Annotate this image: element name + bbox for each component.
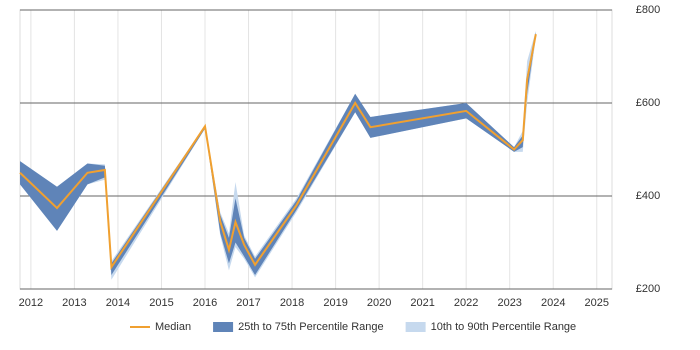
x-tick-label: 2013 bbox=[62, 297, 86, 309]
x-tick-label: 2023 bbox=[497, 297, 521, 309]
legend-swatch bbox=[405, 322, 426, 332]
y-tick-label: £600 bbox=[636, 97, 660, 109]
legend-swatch bbox=[213, 322, 234, 332]
legend-label: Median bbox=[155, 321, 191, 333]
x-tick-label: 2015 bbox=[149, 297, 173, 309]
legend-label: 10th to 90th Percentile Range bbox=[431, 321, 577, 333]
y-tick-label: £800 bbox=[636, 4, 660, 16]
x-tick-label: 2020 bbox=[367, 297, 391, 309]
x-tick-label: 2012 bbox=[19, 297, 43, 309]
x-tick-label: 2016 bbox=[193, 297, 217, 309]
legend-label: 25th to 75th Percentile Range bbox=[238, 321, 384, 333]
x-tick-label: 2017 bbox=[236, 297, 260, 309]
x-tick-label: 2014 bbox=[106, 297, 130, 309]
x-tick-label: 2025 bbox=[585, 297, 609, 309]
x-tick-label: 2022 bbox=[454, 297, 478, 309]
x-tick-label: 2024 bbox=[541, 297, 565, 309]
band-area bbox=[20, 32, 536, 276]
y-tick-label: £400 bbox=[636, 190, 660, 202]
y-tick-label: £200 bbox=[636, 283, 660, 295]
x-tick-label: 2019 bbox=[323, 297, 347, 309]
median-line bbox=[19, 33, 537, 271]
x-tick-label: 2018 bbox=[280, 297, 304, 309]
x-tick-label: 2021 bbox=[410, 297, 434, 309]
band-area bbox=[20, 30, 536, 280]
plot-area bbox=[19, 9, 613, 290]
